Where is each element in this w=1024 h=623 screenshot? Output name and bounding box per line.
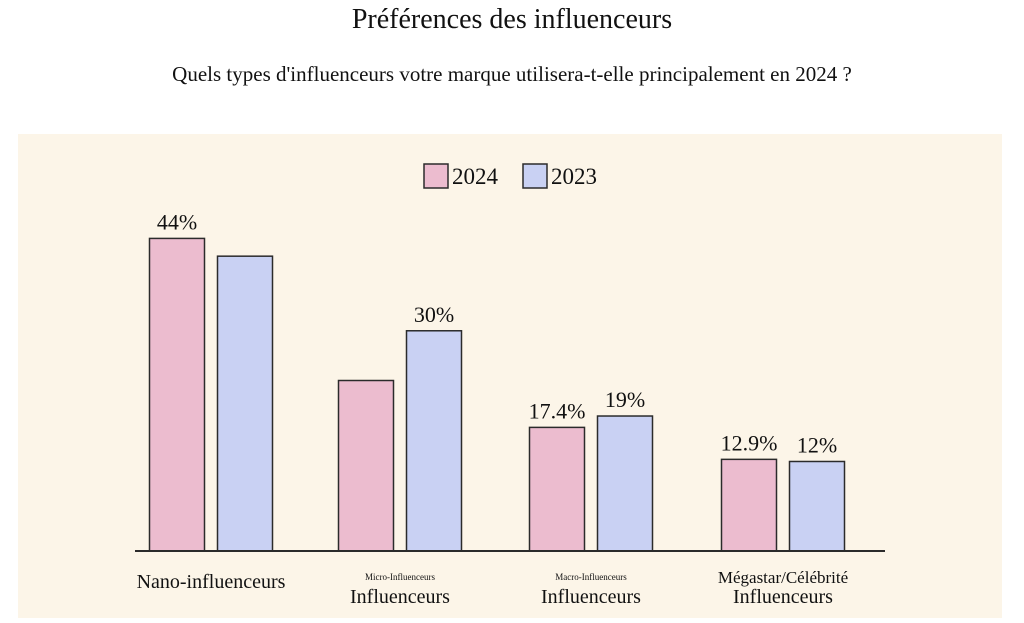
data-label-2023-1: 30% (414, 302, 454, 327)
legend-swatch-2023 (522, 163, 548, 189)
data-label-2024-2: 17.4% (529, 398, 586, 423)
bar-2024-1[interactable] (337, 379, 395, 552)
bar-2024-0[interactable] (148, 237, 206, 552)
category-label-2: Influenceurs (541, 586, 641, 608)
category-label-3: Influenceurs (733, 586, 833, 608)
bar-chart: 2024 2023 44% Nano-influenceurs 30% Micro-Inf… (135, 163, 885, 608)
data-label-2023-3: 12% (797, 432, 837, 457)
category-sublabel-1: Micro-Influenceurs (365, 572, 435, 582)
category-sublabel-2: Macro-Influenceurs (555, 572, 627, 582)
bar-2023-1[interactable] (405, 330, 463, 552)
data-label-2023-2: 19% (605, 387, 645, 412)
chart-subtitle: Quels types d'influenceurs votre marque … (172, 62, 852, 86)
category-label-1: Influenceurs (350, 586, 450, 608)
data-label-2024-0: 44% (157, 209, 197, 234)
bar-2023-0[interactable] (216, 255, 274, 552)
legend-label-2024: 2024 (452, 164, 499, 189)
bar-2023-2[interactable] (596, 415, 654, 552)
bar-2024-3[interactable] (720, 458, 778, 552)
data-label-2024-3: 12.9% (721, 430, 778, 455)
category-sublabel-3: Mégastar/Célébrité (718, 568, 848, 587)
legend-swatch-2024 (423, 163, 449, 189)
legend-label-2023: 2023 (551, 164, 597, 189)
category-label-0: Nano-influenceurs (137, 571, 286, 593)
bar-2024-2[interactable] (528, 426, 586, 552)
chart-panel: 2024 2023 44% Nano-influenceurs 30% Micro-Inf… (18, 134, 1002, 618)
chart-title: Préférences des influenceurs (351, 4, 673, 35)
bar-2023-3[interactable] (788, 460, 846, 552)
